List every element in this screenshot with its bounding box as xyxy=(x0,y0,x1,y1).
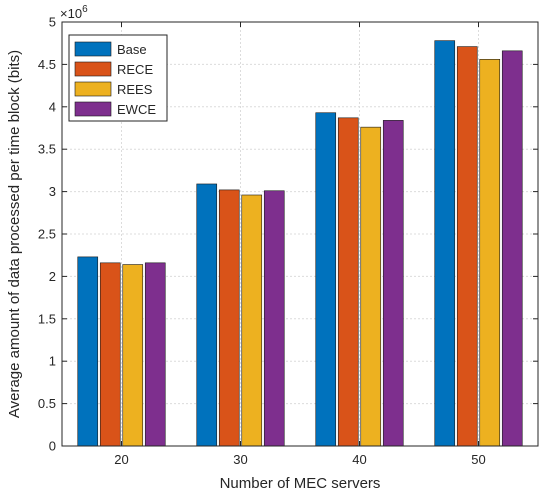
x-tick-label: 40 xyxy=(352,452,366,467)
bar-base-40 xyxy=(315,112,337,447)
y-tick-label: 3.5 xyxy=(38,142,56,157)
bar-ewce-30 xyxy=(263,190,285,447)
legend-swatch-base xyxy=(74,41,112,57)
x-axis-label: Number of MEC servers xyxy=(220,475,381,492)
y-tick-label: 5 xyxy=(49,15,56,30)
y-tick-label: 3 xyxy=(49,184,56,199)
bar-rece-30 xyxy=(218,189,240,447)
bar-rece-20 xyxy=(99,262,121,447)
bar-rees-40 xyxy=(360,126,382,447)
x-tick-label: 20 xyxy=(114,452,128,467)
legend-label-ewce: EWCE xyxy=(117,102,156,117)
bar-base-20 xyxy=(77,256,99,447)
y-tick-label: 4 xyxy=(49,99,56,114)
bar-rece-50 xyxy=(456,46,478,447)
legend-swatch-rece xyxy=(74,61,112,77)
y-tick-label: 2.5 xyxy=(38,227,56,242)
legend: Base RECE REES EWCE xyxy=(68,34,168,122)
y-tick-label: 4.5 xyxy=(38,57,56,72)
bar-ewce-20 xyxy=(144,262,166,447)
legend-label-base: Base xyxy=(117,42,147,57)
y-tick-label: 1 xyxy=(49,354,56,369)
bar-base-30 xyxy=(196,183,218,447)
bars xyxy=(77,40,523,447)
y-tick-label: 0 xyxy=(49,439,56,454)
legend-swatch-rees xyxy=(74,81,112,97)
bar-ewce-50 xyxy=(501,50,523,447)
bar-ewce-40 xyxy=(382,120,404,447)
y-axis-exponent: ×106 xyxy=(60,4,88,21)
y-tick-label: 0.5 xyxy=(38,396,56,411)
bar-rees-50 xyxy=(479,59,501,447)
bar-rees-20 xyxy=(122,264,144,447)
x-tick-label: 50 xyxy=(471,452,485,467)
bar-rece-40 xyxy=(337,117,359,447)
y-tick-label: 1.5 xyxy=(38,311,56,326)
y-axis-label: Average amount of data processed per tim… xyxy=(6,50,23,418)
legend-label-rece: RECE xyxy=(117,62,153,77)
bar-base-50 xyxy=(434,40,456,447)
x-tick-label: 30 xyxy=(233,452,247,467)
y-tick-label: 2 xyxy=(49,269,56,284)
legend-label-rees: REES xyxy=(117,82,153,97)
bar-rees-30 xyxy=(241,194,263,447)
legend-swatch-ewce xyxy=(74,101,112,117)
y-axis-ticks: 0 0.5 1 1.5 2 2.5 3 3.5 4 4.5 5 xyxy=(38,15,538,454)
x-axis-ticks: 20 30 40 50 xyxy=(114,22,486,467)
